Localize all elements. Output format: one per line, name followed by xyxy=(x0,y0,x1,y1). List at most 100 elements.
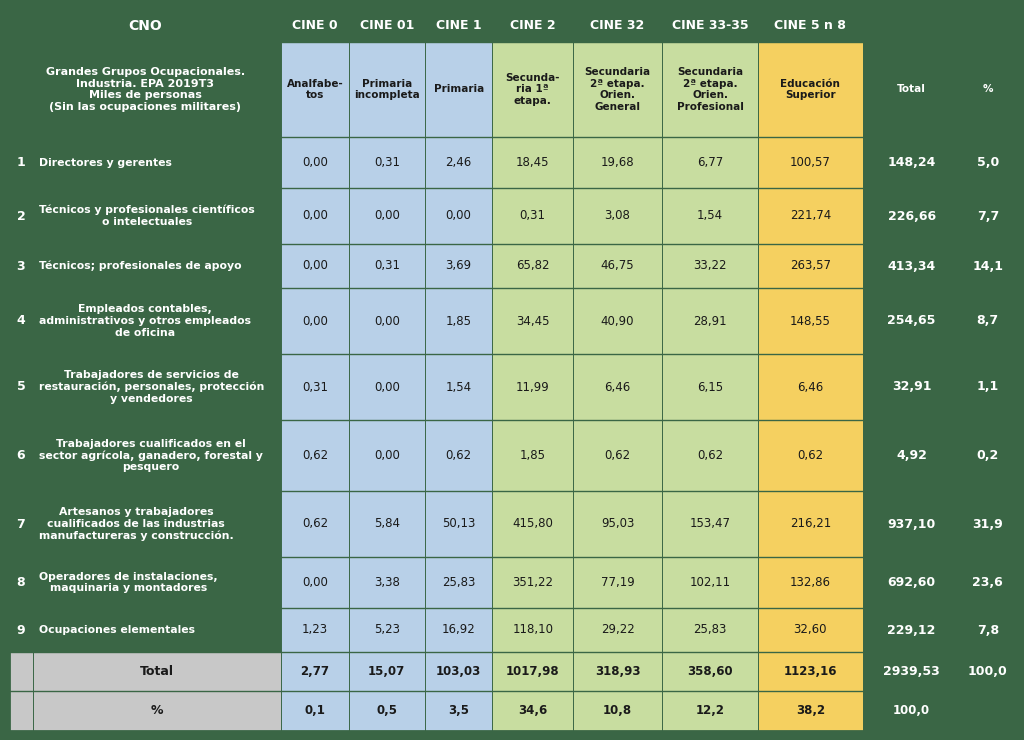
Text: 7: 7 xyxy=(16,517,26,531)
Bar xyxy=(758,652,862,691)
Text: Primaria: Primaria xyxy=(433,84,483,95)
Text: 153,47: 153,47 xyxy=(689,517,731,531)
Bar xyxy=(493,691,573,731)
Bar xyxy=(349,557,425,608)
Bar xyxy=(493,354,573,420)
Bar xyxy=(663,354,758,420)
Text: 8: 8 xyxy=(16,576,26,589)
Text: CNO: CNO xyxy=(128,18,162,33)
Text: 226,66: 226,66 xyxy=(888,209,936,223)
Bar xyxy=(425,354,493,420)
Text: 3,08: 3,08 xyxy=(604,209,631,223)
Text: 31,9: 31,9 xyxy=(973,517,1004,531)
Bar xyxy=(9,137,33,188)
Text: 263,57: 263,57 xyxy=(790,260,830,272)
Text: 118,10: 118,10 xyxy=(512,624,553,636)
Bar xyxy=(862,691,961,731)
Bar xyxy=(493,9,573,42)
Text: 16,92: 16,92 xyxy=(441,624,475,636)
Bar xyxy=(282,9,349,42)
Text: Técnicos; profesionales de apoyo: Técnicos; profesionales de apoyo xyxy=(39,260,242,272)
Text: CINE 01: CINE 01 xyxy=(359,19,414,32)
Bar xyxy=(349,608,425,652)
Bar xyxy=(862,42,961,137)
Bar xyxy=(961,557,1015,608)
Bar xyxy=(961,491,1015,557)
Bar xyxy=(425,691,493,731)
Text: 3,38: 3,38 xyxy=(374,576,399,589)
Text: 25,83: 25,83 xyxy=(693,624,727,636)
Bar xyxy=(663,652,758,691)
Bar xyxy=(9,288,33,354)
Bar xyxy=(9,652,33,691)
Text: 3,5: 3,5 xyxy=(449,704,469,718)
Bar xyxy=(862,9,961,42)
Bar xyxy=(9,354,33,420)
Bar xyxy=(9,188,33,244)
Text: 2,77: 2,77 xyxy=(300,665,330,678)
Bar xyxy=(33,288,282,354)
Text: 0,00: 0,00 xyxy=(445,209,472,223)
Bar xyxy=(573,137,663,188)
Bar xyxy=(493,652,573,691)
Text: 0,00: 0,00 xyxy=(302,576,328,589)
Text: 95,03: 95,03 xyxy=(601,517,634,531)
Text: 229,12: 229,12 xyxy=(888,624,936,636)
Text: 6: 6 xyxy=(16,449,26,462)
Bar xyxy=(33,354,282,420)
Text: 32,91: 32,91 xyxy=(892,380,931,394)
Text: Secunda-
ria 1ª
etapa.: Secunda- ria 1ª etapa. xyxy=(506,73,560,106)
Bar xyxy=(862,652,961,691)
Bar xyxy=(663,420,758,491)
Bar xyxy=(758,188,862,244)
Bar xyxy=(493,137,573,188)
Text: 132,86: 132,86 xyxy=(790,576,830,589)
Bar xyxy=(961,244,1015,288)
Text: 1,54: 1,54 xyxy=(697,209,723,223)
Text: 1,85: 1,85 xyxy=(445,314,472,328)
Text: Directores y gerentes: Directores y gerentes xyxy=(39,158,172,167)
Bar xyxy=(961,420,1015,491)
Bar xyxy=(425,137,493,188)
Bar xyxy=(573,9,663,42)
Bar xyxy=(758,354,862,420)
Bar xyxy=(862,188,961,244)
Text: 65,82: 65,82 xyxy=(516,260,550,272)
Bar xyxy=(961,652,1015,691)
Bar xyxy=(493,42,573,137)
Bar xyxy=(862,491,961,557)
Bar xyxy=(573,652,663,691)
Bar xyxy=(9,244,33,288)
Text: 46,75: 46,75 xyxy=(601,260,635,272)
Text: 100,57: 100,57 xyxy=(790,156,830,169)
Bar xyxy=(33,491,282,557)
Bar xyxy=(961,42,1015,137)
Bar xyxy=(862,354,961,420)
Text: 318,93: 318,93 xyxy=(595,665,640,678)
Bar xyxy=(9,608,33,652)
Bar xyxy=(33,652,282,691)
Bar xyxy=(425,188,493,244)
Bar xyxy=(758,288,862,354)
Bar xyxy=(282,288,349,354)
Text: 0,00: 0,00 xyxy=(302,260,328,272)
Text: CINE 33-35: CINE 33-35 xyxy=(672,19,749,32)
Text: 358,60: 358,60 xyxy=(687,665,733,678)
Bar xyxy=(9,691,33,731)
Text: 0,00: 0,00 xyxy=(374,209,399,223)
Text: 1,85: 1,85 xyxy=(520,449,546,462)
Text: 25,83: 25,83 xyxy=(442,576,475,589)
Text: 11,99: 11,99 xyxy=(516,380,550,394)
Text: 0,00: 0,00 xyxy=(374,380,399,394)
Bar xyxy=(758,137,862,188)
Text: 2: 2 xyxy=(16,209,26,223)
Text: 0,31: 0,31 xyxy=(302,380,328,394)
Bar xyxy=(493,491,573,557)
Bar xyxy=(349,420,425,491)
Text: 254,65: 254,65 xyxy=(888,314,936,328)
Text: 9: 9 xyxy=(16,624,26,636)
Text: 12,2: 12,2 xyxy=(695,704,725,718)
Text: CINE 5 n 8: CINE 5 n 8 xyxy=(774,19,846,32)
Bar xyxy=(282,137,349,188)
Text: 351,22: 351,22 xyxy=(512,576,553,589)
